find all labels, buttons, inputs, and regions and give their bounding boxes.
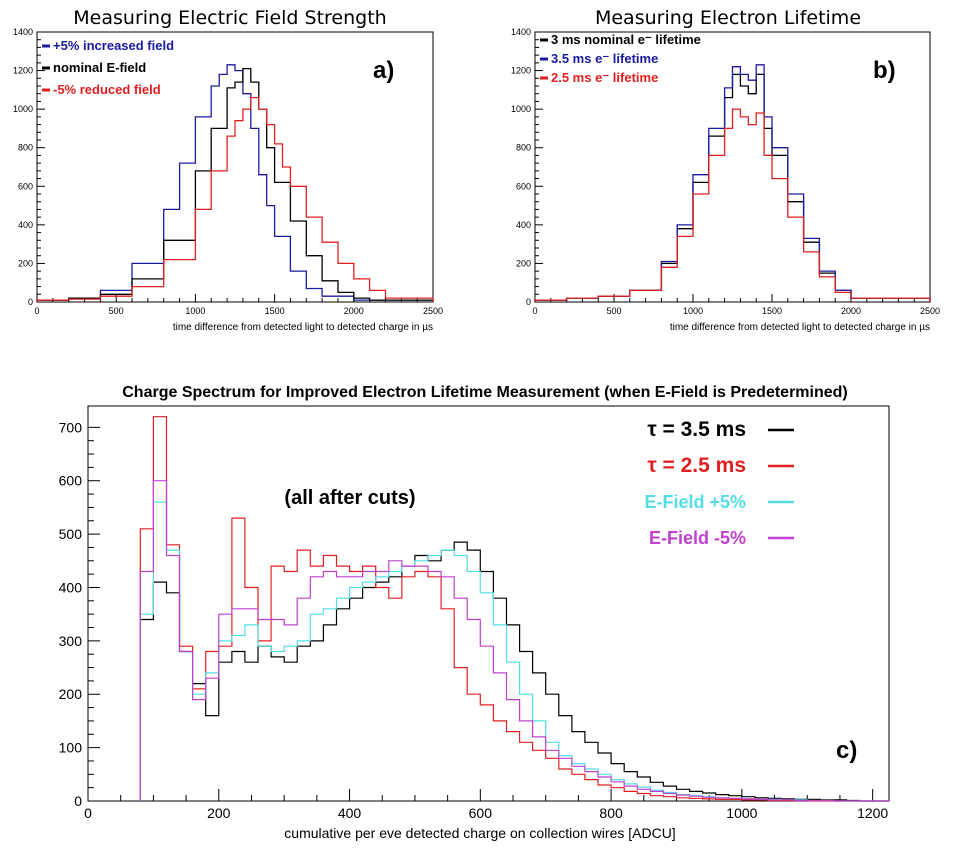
panel-a-title: Measuring Electric Field Strength (73, 7, 386, 29)
x-tick-label: 2000 (344, 306, 364, 316)
series-line-2 (36, 67, 434, 302)
legend-entry: -5% reduced field (53, 82, 161, 97)
x-tick-label: 1000 (683, 306, 703, 316)
panel-a-plot-frame (36, 31, 434, 303)
x-tick-label: 2500 (423, 306, 443, 316)
y-tick-label: 800 (516, 143, 531, 153)
series-line-1 (36, 64, 434, 302)
panel-c-title: Charge Spectrum for Improved Electron Li… (122, 384, 848, 401)
legend-entry: τ = 2.5 ms (647, 454, 746, 477)
y-tick-label: 600 (59, 473, 83, 489)
y-tick-label: 0 (74, 793, 82, 809)
y-tick-label: 500 (59, 526, 83, 542)
panel-a-series (36, 64, 434, 302)
panel-b-legend: 3 ms nominal e⁻ lifetime 3.5 ms e⁻ lifeti… (540, 32, 701, 85)
y-tick-label: 600 (18, 181, 33, 191)
y-tick-label: 0 (28, 297, 33, 307)
y-tick-label: 1200 (13, 66, 33, 76)
legend-entry: τ = 3.5 ms (647, 418, 746, 441)
x-tick-label: 2000 (841, 306, 861, 316)
y-tick-label: 0 (526, 297, 531, 307)
panel-c-plot-frame (87, 405, 890, 802)
legend-entry: E-Field +5% (644, 492, 746, 512)
y-tick-label: 1000 (13, 104, 33, 114)
series-line-3 (36, 96, 434, 302)
y-tick-label: 200 (516, 258, 531, 268)
panel-a-legend: +5% increased field nominal E-field -5% re… (42, 38, 174, 97)
series-line-2 (534, 64, 931, 302)
panel-a-electric-field: Measuring Electric Field Strength 0 500 10… (13, 7, 443, 333)
y-tick-label: 100 (59, 740, 83, 756)
series-line-3 (139, 501, 889, 802)
x-tick-label: 200 (207, 805, 231, 821)
y-tick-label: 300 (59, 633, 83, 649)
y-tick-label: 1400 (13, 27, 33, 37)
x-tick-label: 0 (34, 306, 39, 316)
x-tick-label: 400 (338, 805, 362, 821)
panel-b-label: b) (873, 57, 896, 84)
x-tick-label: 600 (469, 805, 493, 821)
x-tick-label: 1500 (265, 306, 285, 316)
x-tick-label: 0 (532, 306, 537, 316)
panel-b-plot-frame (534, 31, 931, 303)
y-tick-label: 1000 (511, 104, 531, 114)
y-tick-label: 700 (59, 419, 83, 435)
y-tick-label: 1200 (511, 66, 531, 76)
x-tick-label: 2500 (920, 306, 940, 316)
panel-c-annotation: (all after cuts) (284, 487, 415, 509)
panel-b-electron-lifetime: Measuring Electron Lifetime 0 500 1000 1500… (511, 7, 940, 333)
y-tick-label: 200 (59, 686, 83, 702)
legend-entry: nominal E-field (53, 60, 146, 75)
panel-b-axes: 0 500 1000 1500 2000 2500 0 200 400 600 800 1000 120… (511, 27, 940, 316)
x-tick-label: 0 (84, 805, 92, 821)
series-line-4 (139, 480, 889, 802)
x-tick-label: 800 (599, 805, 623, 821)
panel-c-label: c) (836, 737, 857, 764)
legend-entry: 3.5 ms e⁻ lifetime (551, 51, 658, 66)
panel-c-legend: τ = 3.5 ms τ = 2.5 ms E-Field +5% E-Field -… (644, 418, 794, 548)
series-line-1 (139, 541, 889, 802)
panel-c-x-axis-label: cumulative per eve detected charge on co… (284, 825, 675, 841)
panel-b-series (534, 64, 931, 302)
panel-a-label: a) (373, 57, 394, 84)
y-tick-label: 1400 (511, 27, 531, 37)
x-tick-label: 500 (606, 306, 621, 316)
x-tick-label: 500 (109, 306, 124, 316)
y-tick-label: 400 (59, 579, 83, 595)
x-tick-label: 1500 (762, 306, 782, 316)
y-tick-label: 800 (18, 143, 33, 153)
panel-c-axes: 0 200 400 600 800 1000 1200 0 100 200 300 400 500 600… (59, 419, 889, 821)
y-tick-label: 200 (18, 258, 33, 268)
panel-a-x-axis-label: time difference from detected light to d… (173, 322, 433, 333)
legend-entry: E-Field -5% (649, 528, 746, 548)
series-line-3 (534, 108, 931, 302)
legend-entry: 3 ms nominal e⁻ lifetime (551, 32, 701, 47)
legend-entry: +5% increased field (53, 38, 174, 53)
y-tick-label: 400 (18, 220, 33, 230)
x-tick-label: 1000 (185, 306, 205, 316)
x-tick-label: 1000 (726, 805, 757, 821)
x-tick-label: 1200 (857, 805, 888, 821)
series-line-2 (139, 416, 889, 802)
panel-c-series (139, 416, 889, 802)
panel-c-charge-spectrum: Charge Spectrum for Improved Electron Li… (59, 384, 890, 841)
y-tick-label: 400 (516, 220, 531, 230)
panel-b-x-axis-label: time difference from detected light to d… (670, 322, 930, 333)
legend-entry: 2.5 ms e⁻ lifetime (551, 70, 658, 85)
y-tick-label: 600 (516, 181, 531, 191)
panel-b-title: Measuring Electron Lifetime (595, 7, 861, 29)
